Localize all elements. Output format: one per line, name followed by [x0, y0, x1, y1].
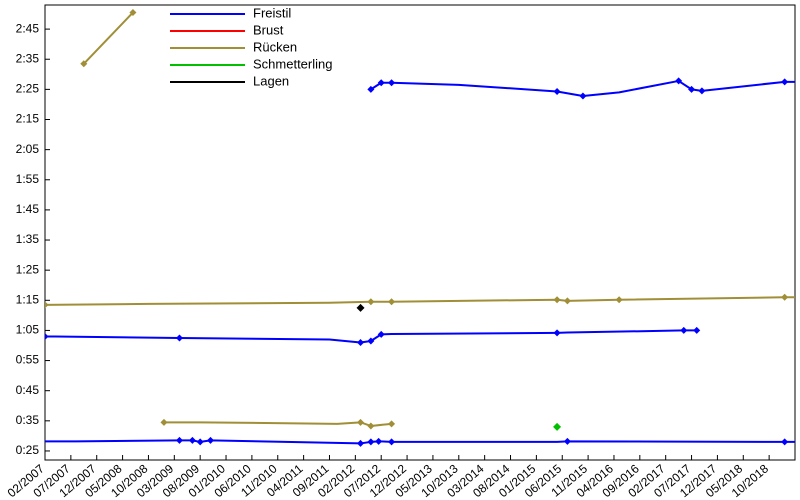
y-tick-label: 2:15 [16, 112, 40, 126]
y-tick-label: 2:25 [16, 82, 40, 96]
time-series-chart: 0:25 0:35 0:45 0:55 1:05 1:15 1:25 1:35 1:45 1:55… [0, 0, 800, 500]
y-tick-label: 0:25 [16, 443, 40, 457]
y-tick-label: 1:25 [16, 262, 40, 276]
y-tick-label: 1:05 [16, 323, 40, 337]
legend-label: Rücken [253, 39, 297, 54]
legend-label: Schmetterling [253, 56, 332, 71]
legend-label: Brust [253, 22, 284, 37]
y-tick-label: 0:55 [16, 353, 40, 367]
y-tick-label: 2:45 [16, 21, 40, 35]
y-tick-label: 2:05 [16, 142, 40, 156]
y-tick-label: 0:45 [16, 383, 40, 397]
y-tick-label: 1:55 [16, 172, 40, 186]
y-tick-label: 1:45 [16, 202, 40, 216]
legend-label: Lagen [253, 73, 289, 88]
y-tick-label: 1:35 [16, 232, 40, 246]
y-tick-label: 1:15 [16, 292, 40, 306]
y-tick-label: 0:35 [16, 413, 40, 427]
y-tick-label: 2:35 [16, 51, 40, 65]
legend-label: Freistil [253, 5, 291, 20]
